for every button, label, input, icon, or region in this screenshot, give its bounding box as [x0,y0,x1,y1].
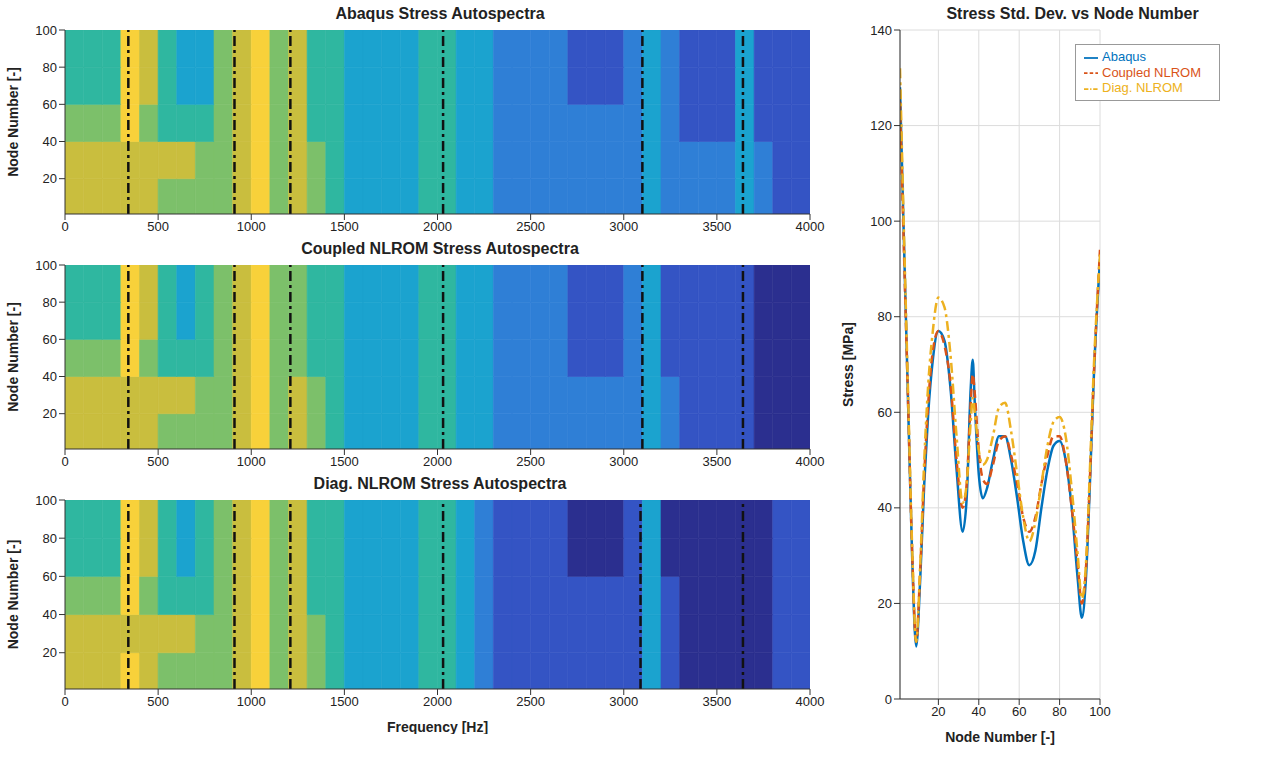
svg-text:3500: 3500 [702,454,731,469]
svg-text:3500: 3500 [702,219,731,234]
svg-text:1000: 1000 [237,694,266,709]
svg-text:2500: 2500 [516,454,545,469]
svg-text:1000: 1000 [237,454,266,469]
svg-text:100: 100 [1089,704,1111,719]
svg-text:80: 80 [878,309,892,324]
svg-text:60: 60 [878,405,892,420]
html-text:Diag. NLROM: Diag. NLROM [1102,80,1183,96]
svg-text:80: 80 [43,295,57,310]
svg-text:3000: 3000 [609,219,638,234]
svg-text:80: 80 [1052,704,1066,719]
svg-text:4000: 4000 [796,694,825,709]
html-text:Stress Std. Dev. vs Node Numbe: Stress Std. Dev. vs Node Number [946,5,1199,22]
svg-text:0: 0 [61,454,68,469]
svg-text:2000: 2000 [423,694,452,709]
svg-text:60: 60 [1012,704,1026,719]
svg-text:100: 100 [35,24,57,38]
svg-text:500: 500 [147,219,169,234]
svg-text:0: 0 [885,692,892,707]
html-text:Abaqus: Abaqus [1102,49,1147,64]
svg-text:40: 40 [43,369,57,384]
svg-text:40: 40 [43,134,57,149]
html-text:Diag. NLROM Stress Autospectra: Diag. NLROM Stress Autospectra [313,475,567,492]
svg-text:3500: 3500 [702,694,731,709]
svg-text:2000: 2000 [423,219,452,234]
svg-text:3000: 3000 [609,454,638,469]
svg-text:40: 40 [878,500,892,515]
svg-text:500: 500 [147,454,169,469]
svg-text:4000: 4000 [796,454,825,469]
svg-text:20: 20 [878,596,892,611]
svg-text:20: 20 [43,406,57,421]
svg-text:0: 0 [61,694,68,709]
svg-text:60: 60 [43,332,57,347]
svg-text:100: 100 [870,214,892,229]
svg-text:60: 60 [43,569,57,584]
svg-text:1500: 1500 [330,219,359,234]
svg-text:100: 100 [35,259,57,273]
svg-text:Stress [MPa]: Stress [MPa] [840,322,856,407]
svg-text:40: 40 [43,607,57,622]
svg-text:80: 80 [43,531,57,546]
svg-text:60: 60 [43,97,57,112]
html-text:Abaqus Stress Autospectra: Abaqus Stress Autospectra [335,5,545,22]
svg-text:2500: 2500 [516,219,545,234]
svg-text:Node Number [-]: Node Number [-] [945,729,1055,745]
svg-text:40: 40 [972,704,986,719]
svg-text:Node Number [-]: Node Number [-] [5,302,21,412]
svg-text:20: 20 [43,645,57,660]
svg-text:Frequency [Hz]: Frequency [Hz] [387,719,488,734]
svg-text:3000: 3000 [609,694,638,709]
svg-text:1000: 1000 [237,219,266,234]
svg-text:2500: 2500 [516,694,545,709]
svg-text:120: 120 [870,118,892,133]
svg-text:140: 140 [870,24,892,38]
svg-text:2000: 2000 [423,454,452,469]
html-text:Coupled NLROM: Coupled NLROM [1102,64,1201,80]
svg-text:100: 100 [35,494,57,508]
svg-text:80: 80 [43,60,57,75]
svg-text:0: 0 [61,219,68,234]
svg-text:20: 20 [931,704,945,719]
svg-text:Node Number [-]: Node Number [-] [5,67,21,177]
svg-text:1500: 1500 [330,694,359,709]
svg-text:20: 20 [43,171,57,186]
html-text:Coupled NLROM Stress Autospect: Coupled NLROM Stress Autospectra [301,240,579,257]
svg-text:4000: 4000 [796,219,825,234]
svg-text:1500: 1500 [330,454,359,469]
svg-text:Node Number [-]: Node Number [-] [5,540,21,650]
svg-text:500: 500 [147,694,169,709]
